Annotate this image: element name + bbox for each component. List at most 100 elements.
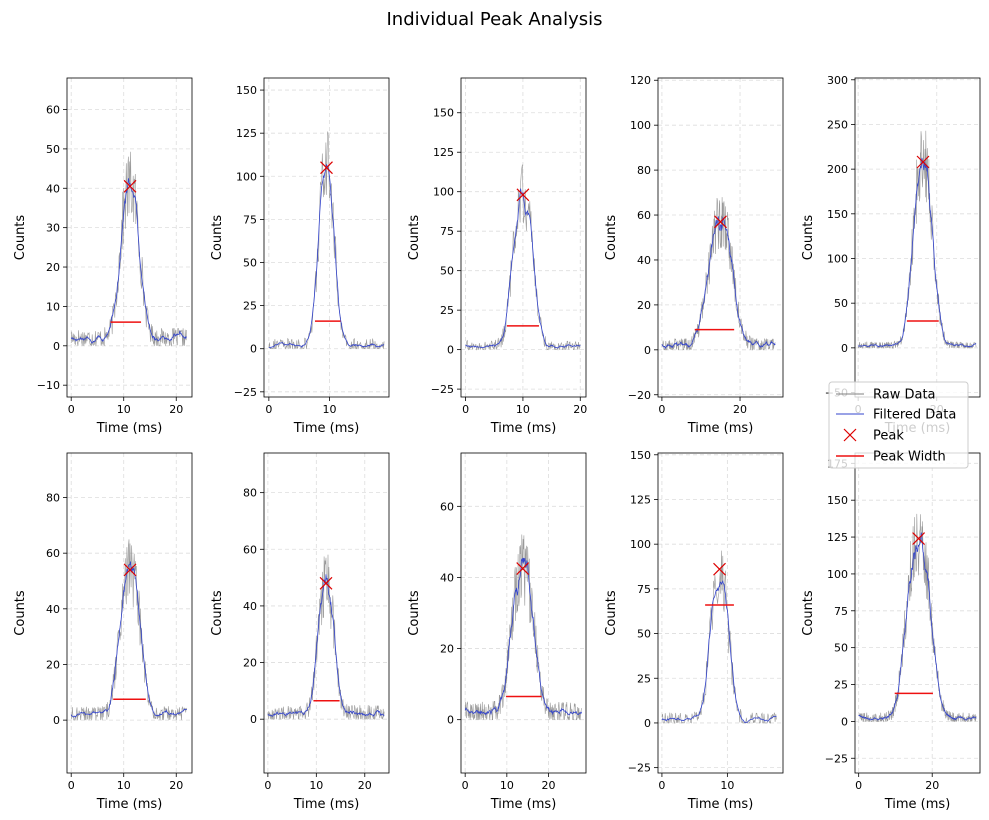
x-tick-label: 20 — [573, 403, 587, 416]
axes-frame — [657, 452, 784, 774]
y-tick-label: 0 — [447, 344, 454, 357]
y-tick-label: 80 — [46, 492, 60, 505]
subplot-10: 020−250255075100125150175Time (ms)Counts — [801, 452, 981, 812]
subplot-7: 0 10 20 0 20 40 60 80 Time (ms) Counts — [210, 452, 390, 812]
y-tick-label: 40 — [46, 603, 60, 616]
x-tick-label: 20 — [169, 779, 183, 792]
peak-marker-stroke — [912, 532, 926, 545]
axes-frame — [854, 77, 981, 398]
y-tick-label: 60 — [440, 500, 454, 513]
raw-data-line — [464, 534, 583, 720]
y-tick-label: −25 — [825, 752, 848, 765]
plot-area — [70, 151, 187, 347]
peak-marker-stroke — [714, 215, 727, 229]
y-tick-label: 100 — [630, 119, 651, 132]
peak-marker-stroke — [516, 188, 530, 202]
y-tick-label: 20 — [243, 657, 257, 670]
y-tick-label: 80 — [243, 487, 257, 500]
y-tick-label: 0 — [644, 344, 651, 357]
plot-area — [661, 197, 776, 351]
y-tick-label: −25 — [628, 762, 651, 775]
x-tick-label: 0 — [68, 403, 75, 416]
y-tick-label: 20 — [46, 261, 60, 274]
x-tick-label: 10 — [720, 779, 734, 792]
legend-frame — [828, 381, 969, 469]
y-tick-label: 25 — [834, 679, 848, 692]
y-tick-label: −25 — [234, 386, 257, 399]
plot-area — [857, 130, 977, 350]
y-tick-label: 60 — [46, 104, 60, 117]
filtered-data-line — [857, 157, 977, 348]
axes-frame — [66, 452, 193, 774]
peak-marker-stroke — [319, 576, 333, 590]
x-tick-label: 20 — [169, 403, 183, 416]
raw-data-line — [268, 131, 385, 350]
y-tick-label: 10 — [46, 300, 60, 313]
subplot-6: 0 10 20 0 20 40 60 80 Time (ms) Counts — [13, 452, 193, 812]
subplot-8: 0 10 20 0 20 40 60 Time (ms) Counts — [407, 452, 587, 812]
filtered-data-line — [661, 216, 776, 350]
y-axis-label: Counts — [801, 590, 816, 636]
y-tick-label: 60 — [46, 547, 60, 560]
x-axis-label: Time (ms) — [490, 421, 557, 436]
peak-marker — [123, 563, 137, 577]
y-tick-label: 50 — [637, 628, 651, 641]
x-tick-label: 10 — [516, 403, 530, 416]
x-axis-label: Time (ms) — [884, 797, 951, 812]
peak-marker-stroke — [123, 563, 137, 577]
peak-marker — [319, 576, 333, 590]
y-axis-label: Counts — [604, 215, 619, 261]
y-tick-label: 75 — [243, 213, 257, 226]
x-axis-label: Time (ms) — [293, 421, 360, 436]
peak-marker — [123, 179, 137, 193]
y-tick-label: 0 — [250, 713, 257, 726]
y-tick-label: 150 — [433, 107, 454, 120]
x-tick-label: 10 — [117, 403, 131, 416]
y-tick-label: 250 — [827, 118, 848, 131]
y-tick-label: 20 — [46, 658, 60, 671]
x-tick-label: 20 — [925, 779, 939, 792]
y-tick-label: −25 — [431, 383, 454, 396]
x-tick-label: 10 — [500, 779, 514, 792]
axes-frame — [657, 77, 784, 398]
x-tick-label: 10 — [323, 403, 337, 416]
y-tick-label: 120 — [630, 74, 651, 87]
y-tick-label: 125 — [827, 531, 848, 544]
filtered-data-line — [268, 164, 385, 349]
x-tick-label: 0 — [68, 779, 75, 792]
axes-frame — [263, 77, 390, 398]
figure-title: Individual Peak Analysis — [386, 9, 602, 30]
raw-data-line — [267, 554, 385, 721]
y-tick-label: 80 — [637, 164, 651, 177]
peak-marker-stroke — [916, 155, 930, 169]
y-tick-label: 100 — [827, 568, 848, 581]
subplot-3: 0 10 20 −25 0 25 50 75 100 125 150 Time (ms) Counts — [407, 77, 587, 436]
plot-area — [268, 131, 385, 350]
y-tick-label: 0 — [53, 714, 60, 727]
legend-width-label: Peak Width — [873, 450, 946, 465]
x-axis-label: Time (ms) — [687, 421, 754, 436]
x-axis-label: Time (ms) — [96, 797, 163, 812]
peak-marker — [320, 161, 333, 175]
axes-frame — [460, 77, 587, 398]
y-tick-label: 75 — [440, 225, 454, 238]
y-tick-label: 40 — [243, 600, 257, 613]
y-tick-label: 30 — [46, 222, 60, 235]
subplot-9: 0 10 −25 0 25 50 75 100 125 150 Time (ms) Counts — [604, 449, 784, 812]
x-tick-label: 0 — [855, 779, 862, 792]
y-tick-label: 40 — [46, 182, 60, 195]
y-axis-label: Counts — [407, 215, 422, 261]
y-tick-label: 0 — [644, 717, 651, 730]
filtered-data-line — [70, 561, 187, 718]
subplot-4: 0 20 −20 0 20 40 60 80 100 120 Time (ms) Counts — [604, 74, 784, 436]
axes-frame — [263, 452, 390, 774]
y-tick-label: 200 — [827, 163, 848, 176]
y-axis-label: Counts — [407, 590, 422, 636]
peak-marker — [714, 215, 727, 229]
y-tick-label: 0 — [53, 340, 60, 353]
x-tick-label: 0 — [264, 779, 271, 792]
y-tick-label: −10 — [37, 379, 60, 392]
y-tick-label: 60 — [637, 209, 651, 222]
y-tick-label: 0 — [250, 343, 257, 356]
